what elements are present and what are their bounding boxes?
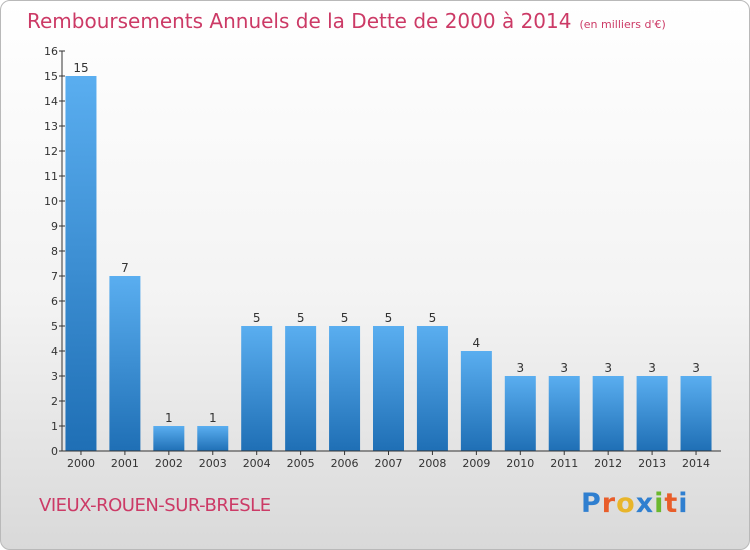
x-tick-label-2008: 2008 xyxy=(418,457,446,470)
y-tick-label: 3 xyxy=(51,370,58,383)
data-label-2007: 5 xyxy=(385,311,393,325)
y-tick-label: 9 xyxy=(51,220,58,233)
bar-2009 xyxy=(460,351,492,451)
y-tick-label: 8 xyxy=(51,245,58,258)
bar-2014 xyxy=(680,376,712,451)
bar-2007 xyxy=(373,326,404,451)
data-label-2002: 1 xyxy=(165,411,173,425)
y-tick-label: 11 xyxy=(44,170,58,183)
logo-letter: r xyxy=(601,488,617,519)
bar-2011 xyxy=(548,376,580,451)
data-label-2013: 3 xyxy=(648,361,656,375)
data-label-2012: 3 xyxy=(604,361,612,375)
data-label-2006: 5 xyxy=(341,311,349,325)
data-label-2005: 5 xyxy=(297,311,305,325)
y-tick-label: 16 xyxy=(44,45,58,58)
bar-2000 xyxy=(65,76,97,451)
logo-letter: P xyxy=(581,488,602,519)
y-tick-label: 12 xyxy=(44,145,58,158)
y-tick-label: 1 xyxy=(51,420,58,433)
x-tick-label-2000: 2000 xyxy=(67,457,95,470)
bar-2004 xyxy=(241,326,273,451)
commune-name: VIEUX-ROUEN-SUR-BRESLE xyxy=(39,495,271,516)
data-label-2000: 15 xyxy=(73,61,88,75)
bar-2013 xyxy=(636,376,668,451)
bar-2008 xyxy=(416,326,448,451)
bar-2001 xyxy=(109,276,141,451)
y-tick-label: 14 xyxy=(44,95,58,108)
x-tick-label-2001: 2001 xyxy=(111,457,139,470)
y-tick-label: 4 xyxy=(51,345,58,358)
y-tick-label: 2 xyxy=(51,395,58,408)
bar-2010 xyxy=(504,376,536,451)
chart-title: Remboursements Annuels de la Dette de 20… xyxy=(27,9,666,33)
proxiti-logo: Proxiti xyxy=(581,488,689,519)
data-label-2001: 7 xyxy=(121,261,129,275)
y-tick-label: 15 xyxy=(44,70,58,83)
x-tick-label-2014: 2014 xyxy=(682,457,710,470)
logo-letter: o xyxy=(616,488,636,519)
x-tick-label-2006: 2006 xyxy=(331,457,359,470)
x-tick-label-2013: 2013 xyxy=(638,457,666,470)
y-tick-label: 10 xyxy=(44,195,58,208)
x-tick-label-2012: 2012 xyxy=(594,457,622,470)
data-label-2010: 3 xyxy=(516,361,524,375)
logo-letter: x xyxy=(635,488,655,519)
x-tick-label-2002: 2002 xyxy=(155,457,183,470)
data-label-2011: 3 xyxy=(560,361,568,375)
x-tick-label-2010: 2010 xyxy=(506,457,534,470)
y-tick-label: 5 xyxy=(51,320,58,333)
x-tick-label-2011: 2011 xyxy=(550,457,578,470)
bar-2006 xyxy=(329,326,361,451)
data-label-2009: 4 xyxy=(473,336,481,350)
x-tick-label-2009: 2009 xyxy=(462,457,490,470)
logo-letter: i xyxy=(654,488,665,519)
data-label-2008: 5 xyxy=(429,311,437,325)
data-label-2014: 3 xyxy=(692,361,700,375)
y-tick-label: 7 xyxy=(51,270,58,283)
data-label-2004: 5 xyxy=(253,311,261,325)
data-label-2003: 1 xyxy=(209,411,217,425)
bar-2002 xyxy=(153,426,185,451)
x-tick-label-2007: 2007 xyxy=(375,457,403,470)
x-tick-label-2003: 2003 xyxy=(199,457,227,470)
logo-letter: t xyxy=(664,488,679,519)
chart-subtitle: (en milliers d'€) xyxy=(579,18,666,31)
bar-2005 xyxy=(285,326,317,451)
x-tick-label-2004: 2004 xyxy=(243,457,271,470)
bar-2012 xyxy=(592,376,624,451)
chart-title-text: Remboursements Annuels de la Dette de 20… xyxy=(27,9,572,33)
x-tick-label-2005: 2005 xyxy=(287,457,315,470)
bar-2003 xyxy=(197,426,229,451)
y-tick-label: 13 xyxy=(44,120,58,133)
logo-letter: i xyxy=(678,488,689,519)
y-tick-label: 6 xyxy=(51,295,58,308)
y-tick-label: 0 xyxy=(51,445,58,458)
